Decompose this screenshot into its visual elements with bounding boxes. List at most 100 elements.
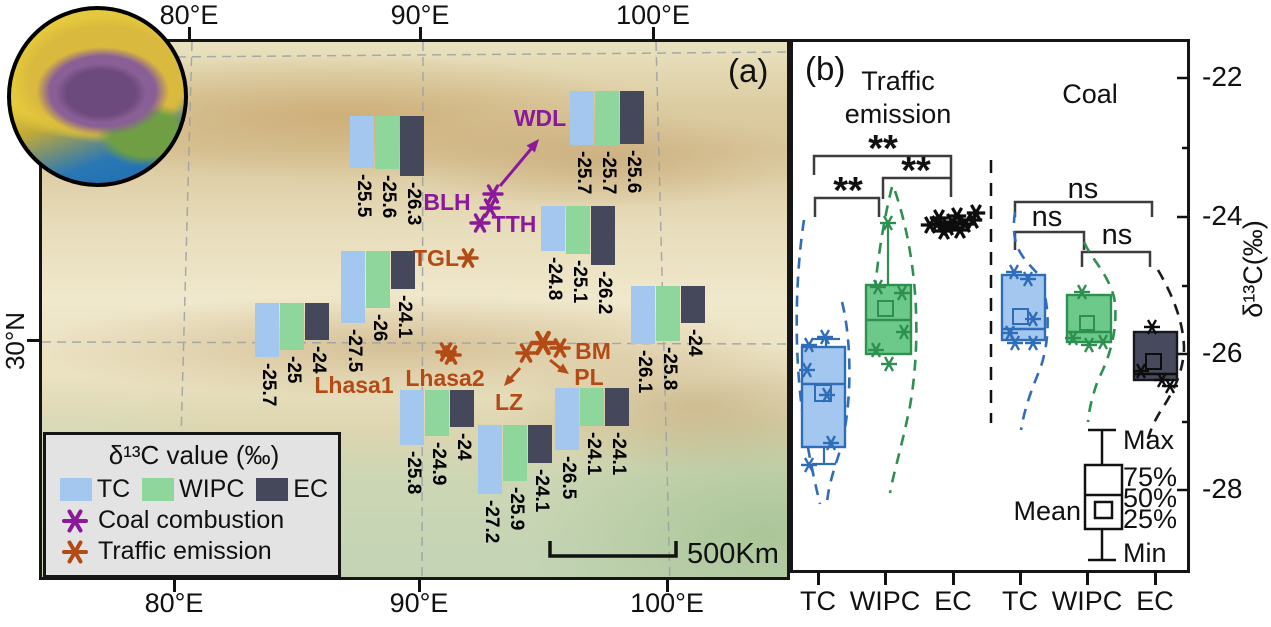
bar-value-label: -25.5 (353, 174, 374, 218)
bar-lz-tc (478, 425, 502, 494)
site-label-bm: BM (575, 338, 611, 364)
tick-mark (666, 580, 669, 592)
bar-pl-ec (605, 388, 629, 426)
tick-mark (884, 573, 887, 585)
bar-value-label: -25.8 (659, 347, 680, 391)
map-legend-title: δ¹³C value (‰) (108, 440, 280, 470)
bar-value-label: -27.5 (344, 329, 365, 373)
bar-lz-ec (528, 425, 552, 463)
panel-b-letter: (b) (805, 50, 846, 87)
bar-pl-wipc (580, 388, 604, 426)
tick-mark (952, 573, 955, 585)
sig-traffic-tc-wipc: ** (833, 170, 863, 212)
map-legend: δ¹³C value (‰) TC WIPC EC Coal combustio… (43, 432, 341, 577)
bar-tth-wipc (566, 206, 590, 254)
bar-blh-wipc (375, 116, 399, 169)
bar-value-label: -25.8 (403, 451, 424, 495)
coal-group-title: Coal (1062, 79, 1118, 109)
xtick-coal-wipc: WIPC (1051, 586, 1123, 616)
traffic-ec-cluster (919, 203, 987, 241)
map-top-tick-80e: 80°E (159, 0, 219, 30)
bar-value-label: -25.9 (506, 487, 527, 531)
tick-mark (419, 27, 422, 39)
ec-label: EC (293, 475, 329, 503)
ytick-neg24: -24 (1202, 200, 1243, 231)
bar-bm-tc (631, 286, 655, 344)
bar-value-label: -25.1 (569, 260, 590, 304)
bar-blh-tc (350, 116, 374, 168)
bar-value-label: -27.2 (481, 500, 502, 544)
map-legend-traffic-row: Traffic emission (60, 536, 328, 567)
bar-lhasa1-wipc (280, 303, 304, 350)
xtick-traffic-tc: TC (800, 586, 836, 616)
bar-bm-wipc (656, 286, 680, 341)
bar-value-label: -24 (308, 346, 329, 374)
map-legend-series-row: TC WIPC EC (60, 474, 328, 505)
bar-value-label: -25.7 (598, 151, 619, 195)
tick-mark (173, 580, 176, 592)
traffic-emission-label: Traffic emission (98, 537, 272, 565)
map-bottom-tick-90e: 90°E (389, 588, 449, 618)
sig-coal-wipc-ec: ns (1101, 219, 1133, 251)
tick-mark (1154, 573, 1157, 585)
wdl-arrow (498, 139, 539, 187)
traffic-asterisk-icon (62, 540, 88, 563)
bar-tgl-ec (391, 251, 415, 289)
box-coal-wipc (1063, 283, 1113, 354)
coal-combustion-label: Coal combustion (98, 506, 285, 534)
bar-value-label: -24.1 (531, 469, 552, 513)
boxkey-min-label: Min (1123, 538, 1167, 568)
map-panel: 500Km BLH WDL TTH TGL Lhasa1 Lhasa2 LZ P… (39, 39, 790, 580)
bar-value-label: -26.5 (558, 456, 579, 500)
bar-value-label: -25.6 (378, 175, 399, 219)
site-label-tth: TTH (491, 211, 537, 237)
ec-swatch (256, 478, 289, 501)
bar-blh-ec (400, 116, 424, 176)
xtick-traffic-wipc: WIPC (849, 586, 921, 616)
site-label-lhasa1: Lhasa1 (314, 372, 394, 398)
box-coal-tc (1000, 263, 1047, 352)
bar-value-label: -24.9 (428, 442, 449, 486)
bar-value-label: -26.3 (403, 182, 424, 226)
bar-value-label: -24.1 (394, 295, 415, 339)
significance-brackets (812, 154, 1154, 267)
lz-arrow (504, 366, 522, 386)
ytick-neg22: -22 (1202, 61, 1243, 92)
bar-lhasa2-wipc (425, 390, 449, 436)
coal-asterisk-icon (62, 509, 88, 532)
tc-label: TC (96, 475, 131, 503)
bar-lz-wipc (503, 425, 527, 481)
bar-lhasa1-tc (255, 303, 279, 357)
bar-value-label: -24 (684, 329, 705, 357)
bar-wdl-tc (570, 91, 594, 145)
tick-mark (188, 27, 191, 39)
boxplot-panel: (b) Traffic emission Coal ** ** ** ns ns… (790, 39, 1190, 573)
bar-tgl-tc (341, 251, 365, 323)
bar-value-label: -25.7 (258, 363, 279, 407)
xtick-coal-ec: EC (1136, 586, 1174, 616)
map-top-tick-100e: 100°E (616, 0, 690, 30)
box-coal-ec (1131, 318, 1180, 395)
bar-value-label: -25.6 (623, 150, 644, 194)
map-bottom-tick-80e: 80°E (144, 588, 204, 618)
bar-lhasa1-ec (305, 303, 329, 340)
bar-value-label: -24.1 (583, 432, 604, 476)
wipc-swatch (142, 478, 175, 501)
xtick-traffic-ec: EC (934, 586, 972, 616)
boxkey-mean-label: Mean (1013, 496, 1081, 526)
ytick-neg28: -28 (1202, 473, 1243, 504)
site-label-tgl: TGL (413, 245, 459, 271)
bar-wdl-ec (620, 91, 644, 144)
box-traffic-tc (797, 328, 847, 474)
bar-tth-ec (591, 206, 615, 265)
boxkey-75-label: 75% (1123, 462, 1178, 492)
tick-mark (418, 580, 421, 592)
sig-traffic-tc-ec: ** (868, 128, 898, 170)
xtick-coal-tc: TC (1002, 586, 1038, 616)
ytick-neg26: -26 (1202, 337, 1243, 368)
boxkey-50-label: 50% (1123, 483, 1178, 513)
bar-value-label: -25 (283, 356, 304, 384)
tick-mark (27, 339, 39, 342)
map-left-tick-30n: 30°N (0, 311, 30, 371)
